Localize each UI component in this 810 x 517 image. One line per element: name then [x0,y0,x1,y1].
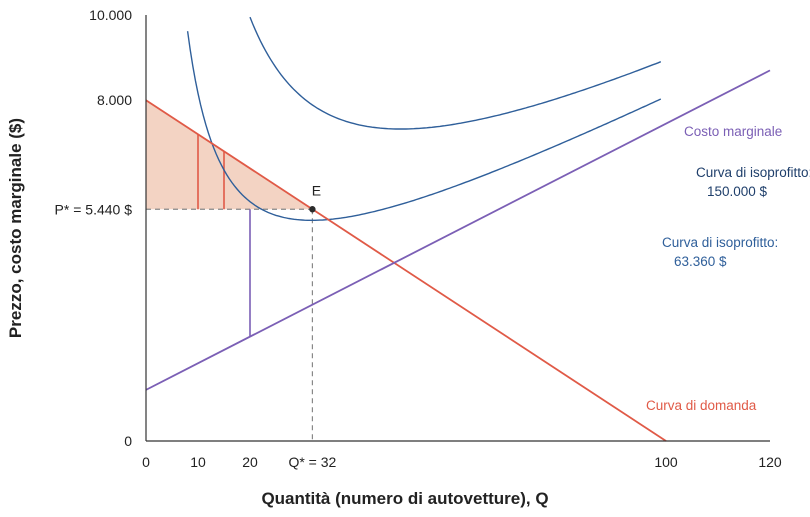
x-tick-label-5: 120 [758,454,782,470]
isoprofit-curve-1 [249,16,662,130]
y-tick-label-3: 10.000 [89,7,132,23]
isoprofit-high-label-2: 150.000 $ [707,184,768,199]
y-tick-label-0: 0 [124,433,132,449]
marginal-cost-curve [145,69,771,391]
x-axis-title: Quantità (numero di autovetture), Q [261,489,548,508]
y-tick-label-2: 8.000 [97,92,132,108]
x-tick-label-2: 20 [242,454,258,470]
x-tick-label-0: 0 [142,454,150,470]
x-tick-label-4: 100 [654,454,678,470]
demand-label: Curva di domanda [646,398,757,413]
x-tick-label-3: Q* = 32 [288,454,336,470]
isoprofit-low-label-1: Curva di isoprofitto: [662,235,778,250]
equilibrium-point [309,206,316,213]
y-axis-title: Prezzo, costo marginale ($) [6,118,25,338]
isoprofit-low-label-2: 63.360 $ [674,254,727,269]
isoprofit-curve-0 [186,31,662,222]
equilibrium-label: E [312,182,321,198]
isoprofit-high-label-1: Curva di isoprofitto: [696,165,810,180]
marginal-cost-label: Costo marginale [684,124,782,139]
x-tick-label-1: 10 [190,454,206,470]
demand-curve [145,99,667,442]
y-tick-label-1: P* = 5.440 $ [55,201,133,217]
